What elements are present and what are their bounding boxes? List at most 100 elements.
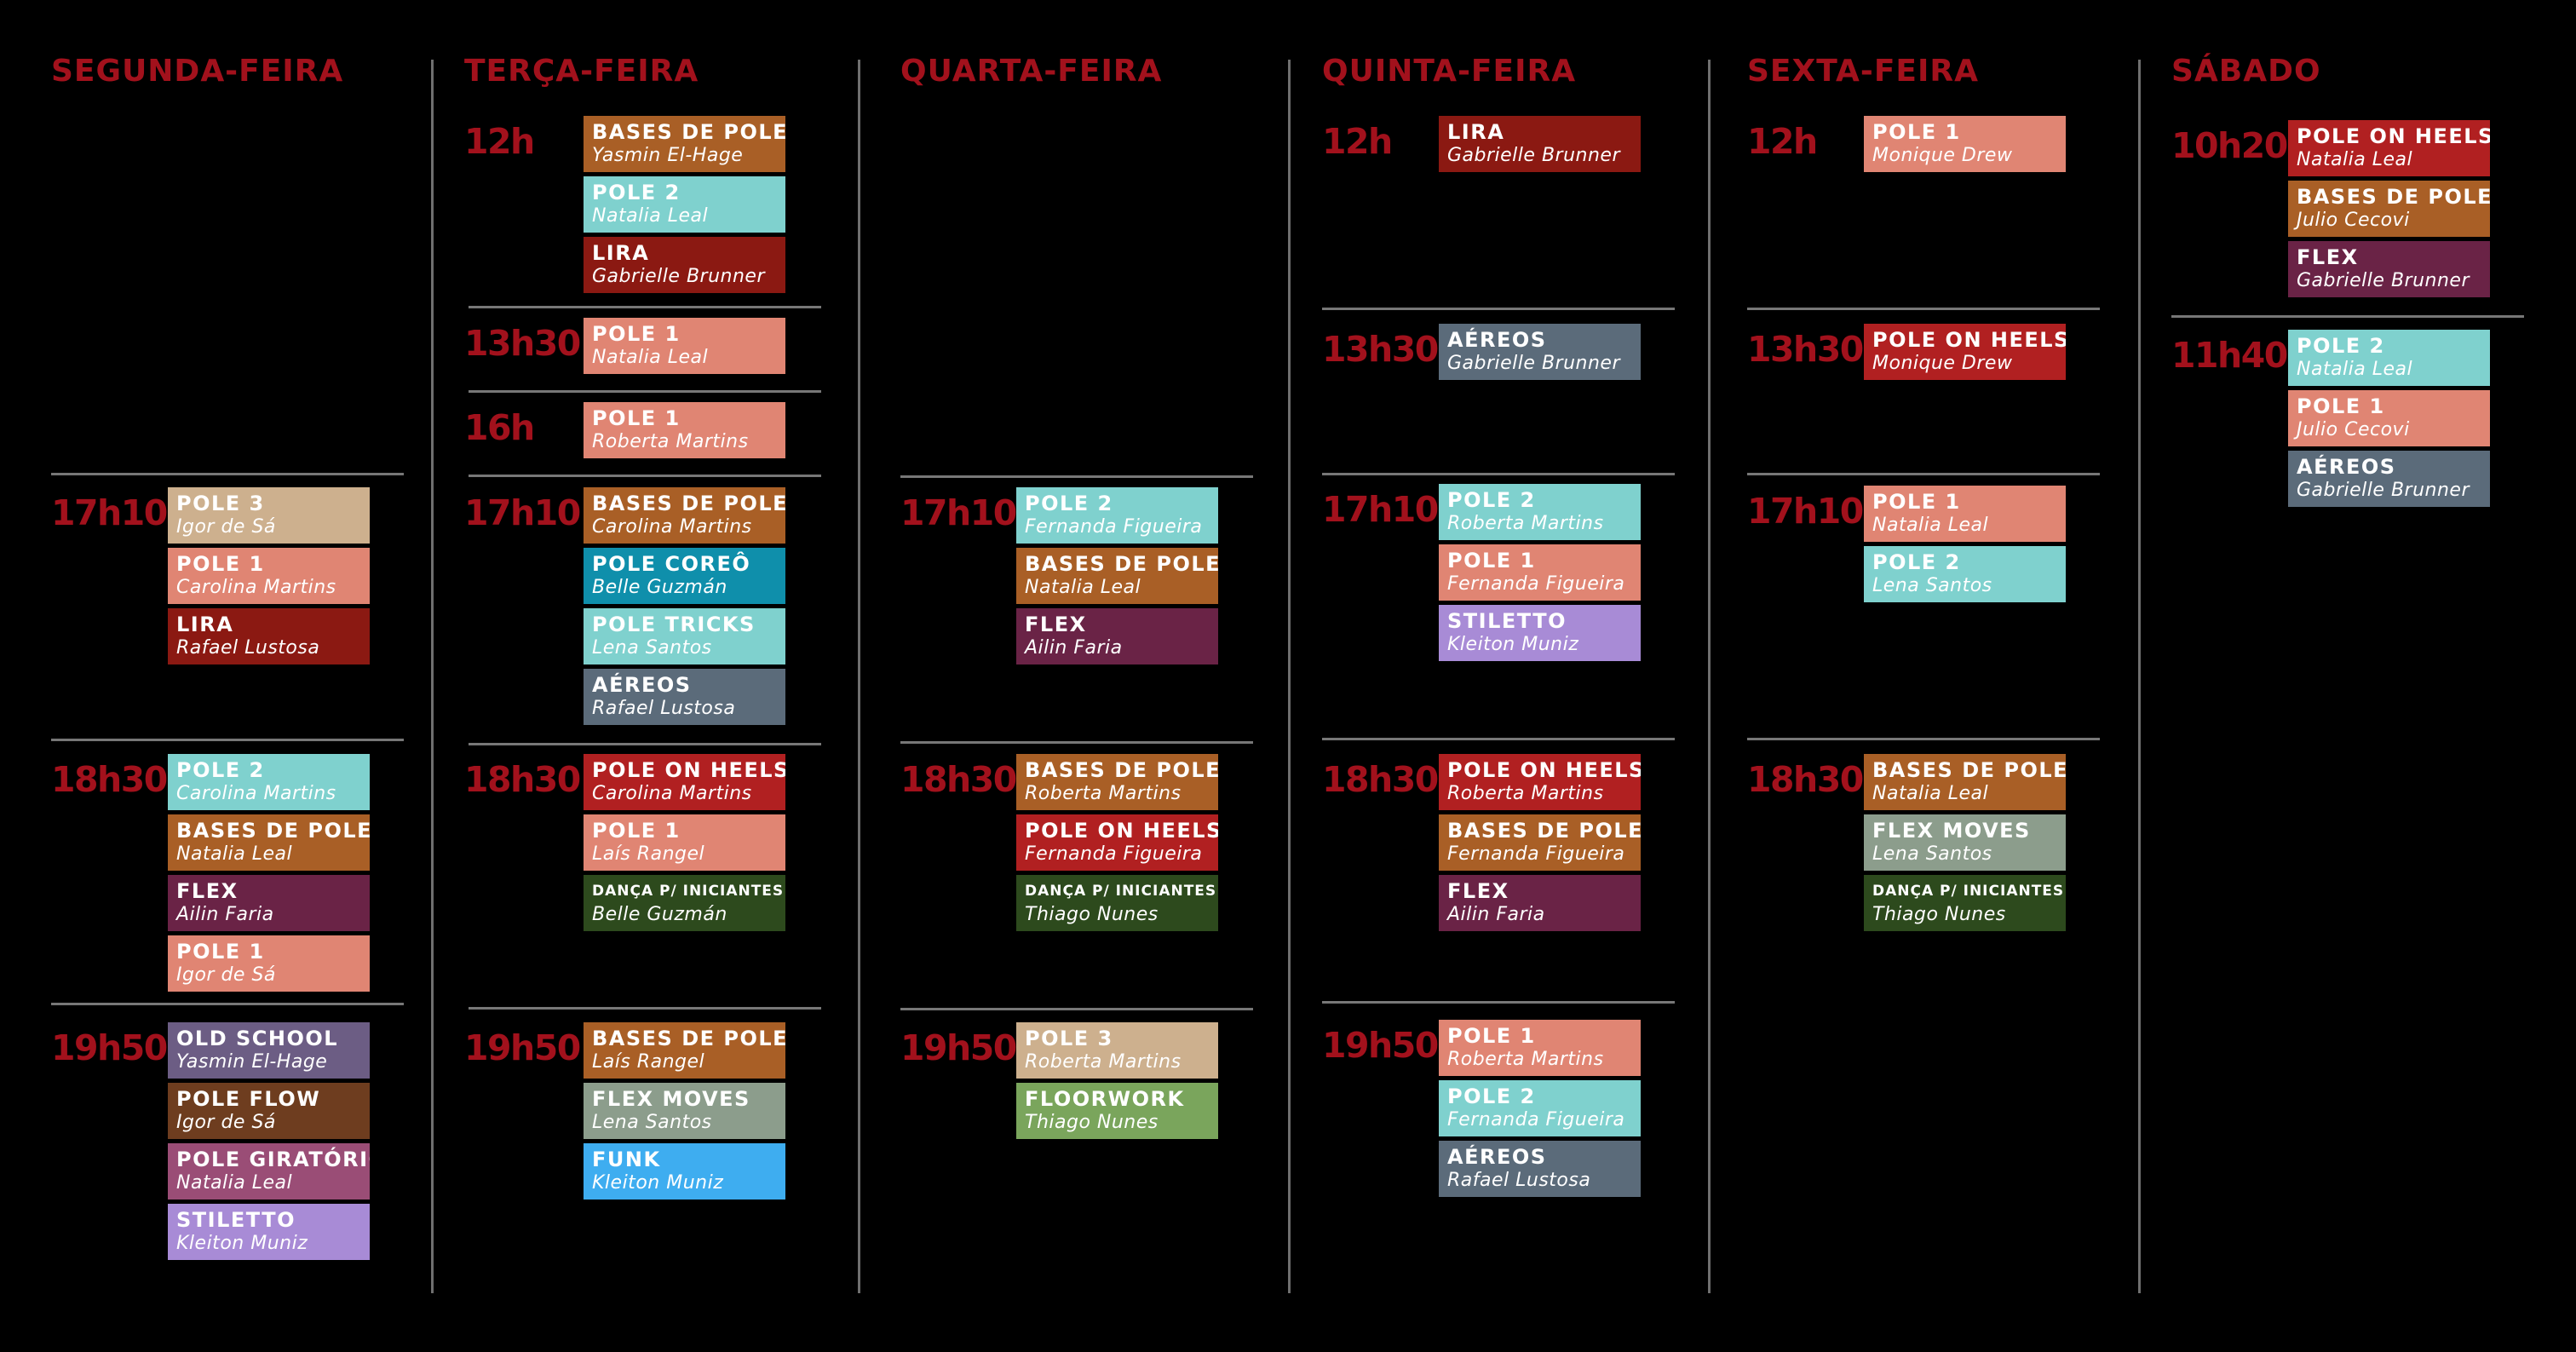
- class-card[interactable]: FLEX MOVES Lena Santos: [584, 1083, 785, 1139]
- class-card[interactable]: POLE 2 Natalia Leal: [584, 176, 785, 233]
- time-slot-divider: [1747, 473, 2100, 475]
- class-card[interactable]: FLEX Ailin Faria: [168, 875, 370, 931]
- time-label: 17h10: [51, 492, 168, 533]
- instructor-name: Lena Santos: [592, 1112, 712, 1133]
- class-card[interactable]: FLOORWORK Thiago Nunes: [1016, 1083, 1218, 1139]
- class-card[interactable]: BASES DE POLE Natalia Leal: [1016, 548, 1218, 604]
- class-card[interactable]: POLE 2 Natalia Leal: [2288, 330, 2490, 386]
- instructor-name: Natalia Leal: [2297, 359, 2413, 380]
- instructor-name: Lena Santos: [1872, 575, 1992, 596]
- class-name: AÉREOS: [1447, 328, 1547, 352]
- class-card[interactable]: STILETTO Kleiton Muniz: [1439, 605, 1641, 661]
- class-card[interactable]: DANÇA P/ INICIANTES Belle Guzmán: [584, 875, 785, 931]
- time-slot-divider: [2171, 315, 2524, 318]
- class-card[interactable]: BASES DE POLE Natalia Leal: [168, 814, 370, 871]
- class-name: POLE ON HEELS: [2297, 124, 2490, 148]
- class-card[interactable]: POLE 1 Igor de Sá: [168, 935, 370, 992]
- class-card[interactable]: BASES DE POLE Natalia Leal: [1864, 754, 2066, 810]
- class-card[interactable]: POLE FLOW Igor de Sá: [168, 1083, 370, 1139]
- class-card[interactable]: POLE 1 Natalia Leal: [584, 318, 785, 374]
- instructor-name: Gabrielle Brunner: [1447, 145, 1620, 166]
- class-name: POLE 1: [1447, 1024, 1536, 1048]
- class-card[interactable]: FLEX Ailin Faria: [1439, 875, 1641, 931]
- class-card[interactable]: POLE 2 Lena Santos: [1864, 546, 2066, 602]
- class-card[interactable]: LIRA Gabrielle Brunner: [1439, 116, 1641, 172]
- class-card[interactable]: POLE ON HEELS Carolina Martins: [584, 754, 785, 810]
- class-card[interactable]: POLE GIRATÓRIO Natalia Leal: [168, 1143, 370, 1200]
- column-divider: [431, 60, 434, 1293]
- instructor-name: Thiago Nunes: [1025, 904, 1159, 925]
- class-name: OLD SCHOOL: [176, 1027, 339, 1050]
- class-card[interactable]: BASES DE POLE Yasmin El-Hage: [584, 116, 785, 172]
- class-card[interactable]: POLE ON HEELS Natalia Leal: [2288, 120, 2490, 176]
- time-label: 18h30: [1322, 759, 1439, 800]
- class-card[interactable]: POLE ON HEELS Monique Drew: [1864, 324, 2066, 380]
- class-card[interactable]: POLE ON HEELS Fernanda Figueira: [1016, 814, 1218, 871]
- time-label: 17h10: [1747, 491, 1864, 532]
- class-card[interactable]: AÉREOS Gabrielle Brunner: [2288, 451, 2490, 507]
- time-label: 19h50: [1322, 1025, 1439, 1066]
- column-divider: [858, 60, 860, 1293]
- class-card[interactable]: POLE 3 Igor de Sá: [168, 487, 370, 544]
- class-card[interactable]: POLE 1 Monique Drew: [1864, 116, 2066, 172]
- class-card[interactable]: POLE 1 Julio Cecovi: [2288, 390, 2490, 446]
- time-label: 13h30: [464, 323, 581, 364]
- class-card[interactable]: BASES DE POLE Carolina Martins: [584, 487, 785, 544]
- class-card[interactable]: POLE 1 Carolina Martins: [168, 548, 370, 604]
- class-card[interactable]: LIRA Gabrielle Brunner: [584, 237, 785, 293]
- day-title: TERÇA-FEIRA: [464, 54, 699, 89]
- time-slot-divider: [51, 739, 404, 741]
- time-label: 18h30: [900, 759, 1017, 800]
- class-name: FLEX: [176, 879, 239, 903]
- class-card[interactable]: POLE TRICKS Lena Santos: [584, 608, 785, 664]
- class-card[interactable]: POLE 1 Natalia Leal: [1864, 486, 2066, 542]
- class-name: FLEX: [2297, 245, 2359, 269]
- class-card[interactable]: FLEX Gabrielle Brunner: [2288, 241, 2490, 297]
- instructor-name: Laís Rangel: [592, 1051, 705, 1073]
- class-card[interactable]: POLE 2 Roberta Martins: [1439, 484, 1641, 540]
- class-name: BASES DE POLE: [592, 120, 785, 144]
- time-slot-divider: [469, 743, 821, 745]
- instructor-name: Belle Guzmán: [592, 904, 727, 925]
- time-label: 12h: [464, 121, 535, 162]
- class-name: STILETTO: [1447, 609, 1567, 633]
- class-card[interactable]: BASES DE POLE Laís Rangel: [584, 1022, 785, 1079]
- class-name: DANÇA P/ INICIANTES: [1872, 883, 2065, 900]
- class-card[interactable]: FLEX Ailin Faria: [1016, 608, 1218, 664]
- class-card[interactable]: FLEX MOVES Lena Santos: [1864, 814, 2066, 871]
- instructor-name: Ailin Faria: [176, 904, 274, 925]
- class-card[interactable]: POLE 2 Carolina Martins: [168, 754, 370, 810]
- class-card[interactable]: POLE 2 Fernanda Figueira: [1439, 1080, 1641, 1136]
- class-card[interactable]: AÉREOS Rafael Lustosa: [584, 669, 785, 725]
- class-name: AÉREOS: [592, 673, 692, 697]
- class-card[interactable]: AÉREOS Rafael Lustosa: [1439, 1141, 1641, 1197]
- class-name: BASES DE POLE: [1447, 819, 1641, 843]
- class-card[interactable]: POLE COREÔ Belle Guzmán: [584, 548, 785, 604]
- class-card[interactable]: POLE 1 Laís Rangel: [584, 814, 785, 871]
- class-card[interactable]: POLE 1 Roberta Martins: [584, 402, 785, 458]
- class-card[interactable]: STILETTO Kleiton Muniz: [168, 1204, 370, 1260]
- class-card[interactable]: AÉREOS Gabrielle Brunner: [1439, 324, 1641, 380]
- time-slot-divider: [900, 741, 1253, 744]
- class-name: POLE 2: [1447, 1084, 1536, 1108]
- class-name: BASES DE POLE: [1025, 758, 1218, 782]
- class-card[interactable]: FUNK Kleiton Muniz: [584, 1143, 785, 1200]
- class-card[interactable]: POLE ON HEELS Roberta Martins: [1439, 754, 1641, 810]
- class-card[interactable]: POLE 3 Roberta Martins: [1016, 1022, 1218, 1079]
- instructor-name: Roberta Martins: [1447, 513, 1604, 534]
- class-card[interactable]: BASES DE POLE Roberta Martins: [1016, 754, 1218, 810]
- class-name: STILETTO: [176, 1208, 296, 1232]
- instructor-name: Fernanda Figueira: [1447, 1109, 1625, 1131]
- class-card[interactable]: BASES DE POLE Fernanda Figueira: [1439, 814, 1641, 871]
- class-card[interactable]: OLD SCHOOL Yasmin El-Hage: [168, 1022, 370, 1079]
- class-card[interactable]: DANÇA P/ INICIANTES Thiago Nunes: [1864, 875, 2066, 931]
- class-name: POLE ON HEELS: [592, 758, 785, 782]
- class-card[interactable]: BASES DE POLE Julio Cecovi: [2288, 181, 2490, 237]
- class-card[interactable]: POLE 2 Fernanda Figueira: [1016, 487, 1218, 544]
- class-card[interactable]: POLE 1 Roberta Martins: [1439, 1020, 1641, 1076]
- time-slot-divider: [1747, 308, 2100, 310]
- class-card[interactable]: DANÇA P/ INICIANTES Thiago Nunes: [1016, 875, 1218, 931]
- class-card[interactable]: POLE 1 Fernanda Figueira: [1439, 544, 1641, 601]
- class-card[interactable]: LIRA Rafael Lustosa: [168, 608, 370, 664]
- time-slot-divider: [1322, 738, 1675, 740]
